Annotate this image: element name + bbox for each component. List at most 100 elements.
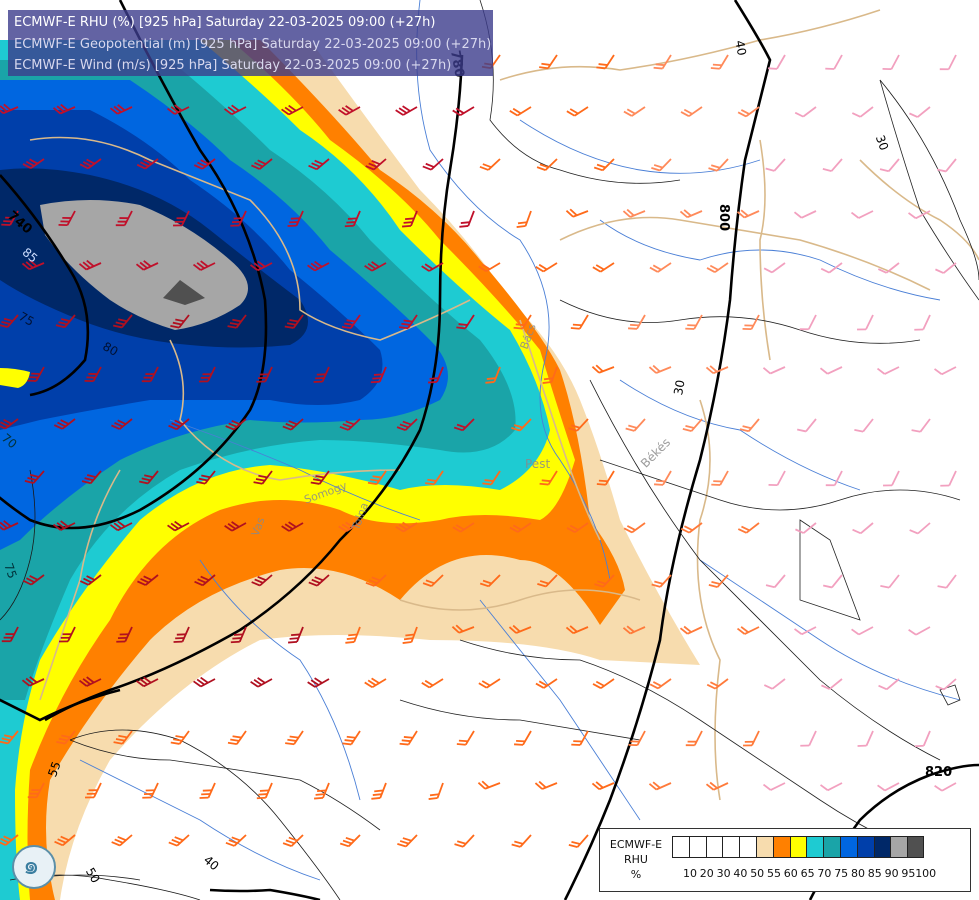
wind-barb — [402, 210, 418, 228]
wind-barb — [281, 521, 304, 532]
wind-barb — [879, 158, 900, 173]
wind-barb — [793, 210, 817, 219]
legend-tick-label: 90 — [884, 867, 899, 880]
wind-barb — [0, 418, 19, 430]
wind-barb — [485, 366, 501, 384]
place-label: Békés — [638, 435, 673, 470]
wind-barb — [739, 418, 760, 433]
wind-barb — [452, 522, 475, 533]
wind-barb — [56, 730, 76, 745]
legend-title-line: % — [630, 868, 642, 881]
wind-barb — [81, 470, 102, 485]
wind-barb — [399, 730, 418, 746]
isoline-left-bottom — [0, 688, 121, 722]
wind-barb — [711, 470, 729, 486]
wind-barb — [339, 418, 361, 431]
legend-swatch — [688, 836, 706, 858]
wind-barb — [422, 158, 444, 171]
legend-swatch — [806, 836, 824, 858]
wind-barb — [421, 678, 444, 689]
isoline-bottom — [209, 888, 321, 900]
border-layer — [29, 9, 979, 801]
wind-barb — [170, 730, 190, 745]
wind-barb — [679, 209, 703, 219]
wind-barb — [395, 105, 418, 116]
title-line-rhu: ECMWF-E RHU (%) [925 hPa] Saturday 22-03… — [14, 15, 436, 30]
wind-barb — [857, 314, 874, 331]
wind-barb — [52, 103, 76, 115]
wind-barb — [762, 366, 786, 375]
legend-swatch — [739, 836, 756, 858]
wind-barb — [395, 521, 418, 533]
wind-barb — [341, 314, 361, 329]
wind-barb — [170, 314, 190, 329]
wind-barb — [196, 470, 216, 485]
wind-barb — [137, 574, 159, 586]
wind-barb — [857, 730, 874, 747]
wind-barb — [542, 366, 558, 384]
wind-barb — [514, 730, 532, 746]
wind-barb — [914, 314, 931, 331]
wind-barb — [535, 678, 558, 689]
wind-barb — [537, 574, 558, 588]
wind-barb — [1, 210, 19, 226]
wind-barb — [365, 158, 387, 171]
wind-barb — [78, 259, 102, 271]
wind-barb — [194, 574, 216, 587]
wind-barb — [482, 470, 501, 486]
legend-tick-label: 95 — [901, 867, 916, 880]
wind-barb — [342, 730, 361, 746]
wind-barb — [736, 209, 760, 219]
wind-barb — [250, 677, 273, 688]
wind-barb — [345, 626, 361, 644]
wind-barb — [478, 262, 501, 273]
wind-barb — [596, 54, 615, 70]
wind-barb — [456, 314, 475, 330]
wind-barb — [799, 314, 817, 331]
rhu-contour-label: 40 — [732, 39, 748, 56]
wind-barb — [592, 678, 615, 689]
wind-barb — [54, 834, 76, 847]
wind-barb — [513, 314, 532, 330]
wind-barb — [397, 834, 418, 848]
legend-swatch — [890, 836, 908, 858]
legend-swatch — [823, 836, 840, 858]
wind-barb — [479, 158, 501, 171]
wind-barb — [281, 104, 304, 116]
legend-swatch — [722, 836, 740, 858]
wind-barb — [199, 366, 216, 383]
wind-barb — [364, 261, 387, 272]
wind-barb — [0, 314, 19, 328]
wind-barb — [768, 54, 786, 70]
wind-barb — [937, 574, 957, 589]
wind-barb — [477, 780, 501, 790]
wind-barb — [21, 676, 45, 687]
wind-barb — [59, 626, 76, 643]
legend-swatch — [907, 836, 924, 858]
wind-barb — [935, 262, 957, 274]
wind-barb — [314, 782, 330, 800]
wind-barb — [651, 574, 672, 588]
wind-barb — [935, 678, 957, 691]
wind-barb — [479, 574, 501, 588]
wind-barb — [308, 158, 330, 171]
wind-barb — [570, 314, 589, 330]
rhu-fill-layer — [0, 40, 700, 900]
wind-barb — [649, 678, 672, 690]
place-label: Pest — [525, 457, 550, 471]
rhu-contour-label: 30 — [873, 133, 891, 152]
wind-barb — [851, 626, 874, 636]
wind-barb — [79, 158, 102, 170]
rhu-legend: ECMWF-E RHU % 10 20 30 40 50 55 60 65 70 75 80 85 90… — [599, 828, 971, 892]
wind-barb — [736, 626, 760, 635]
wind-barb — [166, 104, 190, 115]
legend-tick-label: 10 — [683, 867, 697, 880]
wind-barb — [765, 158, 786, 172]
wind-barb — [591, 781, 615, 791]
wind-barb — [908, 626, 931, 636]
wind-barb — [705, 781, 729, 791]
wind-barb — [516, 210, 532, 228]
place-label: Vas — [249, 515, 268, 538]
legend-swatches — [672, 836, 924, 858]
